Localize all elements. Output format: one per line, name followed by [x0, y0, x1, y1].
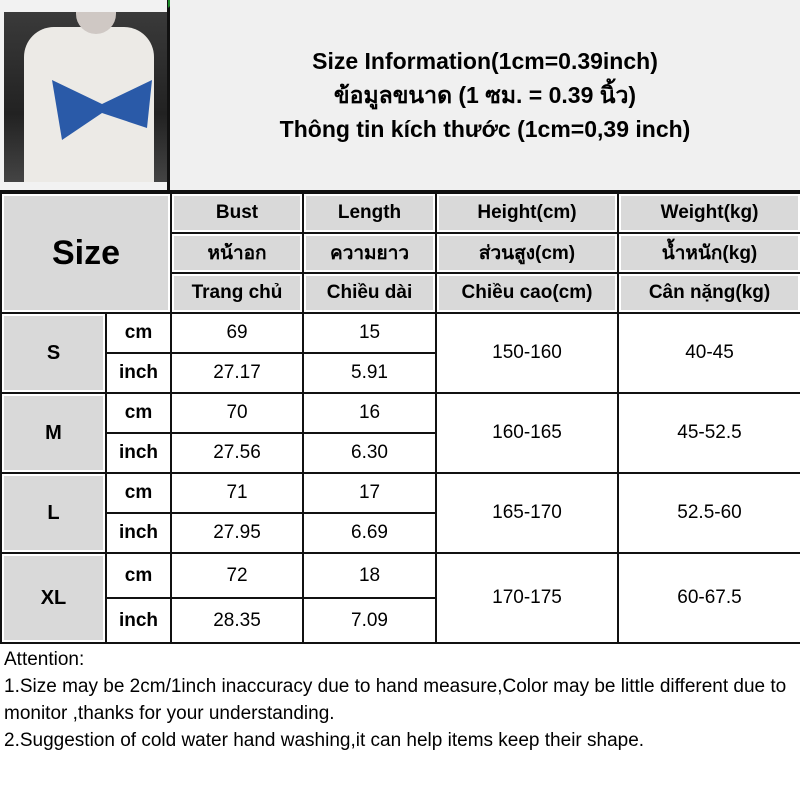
- col-bust-vi: Trang chủ: [170, 272, 305, 314]
- length-cm: 17: [302, 472, 438, 514]
- table-row: inch 27.17 5.91: [1, 352, 800, 394]
- title-en: Size Information(1cm=0.39inch): [312, 48, 658, 74]
- attention-notes: Attention: 1.Size may be 2cm/1inch inacc…: [4, 646, 794, 754]
- weight-range: 40-45: [617, 312, 800, 394]
- unit-cm: cm: [104, 472, 173, 514]
- col-height-en: Height(cm): [435, 192, 620, 234]
- unit-cm: cm: [104, 312, 173, 354]
- face-shape: [76, 12, 116, 34]
- note-2: 2.Suggestion of cold water hand washing,…: [4, 730, 645, 751]
- bust-inch: 27.17: [170, 352, 305, 394]
- table-row: inch 27.95 6.69: [1, 512, 800, 554]
- col-weight-vi: Cân nặng(kg): [617, 272, 800, 314]
- col-bust-th: หน้าอก: [170, 232, 305, 274]
- height-range: 170-175: [435, 552, 620, 644]
- table-row: L cm 71 17 165-170 52.5-60: [0, 472, 800, 554]
- col-length-en: Length: [302, 192, 438, 234]
- bust-inch: 27.56: [170, 432, 305, 474]
- unit-inch: inch: [104, 512, 173, 554]
- weight-range: 60-67.5: [617, 552, 800, 644]
- note-1: 1.Size may be 2cm/1inch inaccuracy due t…: [4, 676, 787, 724]
- length-cm: 16: [302, 392, 438, 434]
- title-block: Size Information(1cm=0.39inch) ข้อมูลขนา…: [170, 0, 800, 190]
- size-header: Size: [0, 192, 173, 314]
- length-inch: 5.91: [302, 352, 438, 394]
- weight-range: 45-52.5: [617, 392, 800, 474]
- length-cm: 18: [302, 552, 438, 599]
- size-label: M: [0, 392, 107, 474]
- length-cm: 15: [302, 312, 438, 354]
- bust-cm: 69: [170, 312, 305, 354]
- header-row-th: หน้าอก ความยาว ส่วนสูง(cm) น้ำหนัก(kg): [1, 232, 800, 274]
- height-range: 165-170: [435, 472, 620, 554]
- unit-inch: inch: [104, 432, 173, 474]
- col-height-vi: Chiều cao(cm): [435, 272, 620, 314]
- unit-inch: inch: [104, 352, 173, 394]
- col-weight-en: Weight(kg): [617, 192, 800, 234]
- unit-cm: cm: [104, 552, 173, 599]
- header-row-en: Size Bust Length Height(cm) Weight(kg): [0, 192, 800, 314]
- bust-cm: 70: [170, 392, 305, 434]
- table-row: XL cm 72 18 170-175 60-67.5: [0, 552, 800, 644]
- col-length-vi: Chiều dài: [302, 272, 438, 314]
- col-weight-th: น้ำหนัก(kg): [617, 232, 800, 274]
- length-inch: 6.30: [302, 432, 438, 474]
- col-bust-en: Bust: [170, 192, 305, 234]
- bust-cm: 71: [170, 472, 305, 514]
- col-height-th: ส่วนสูง(cm): [435, 232, 620, 274]
- col-length-th: ความยาว: [302, 232, 438, 274]
- weight-range: 52.5-60: [617, 472, 800, 554]
- table-row: inch 27.56 6.30: [1, 432, 800, 474]
- product-photo: [4, 12, 167, 182]
- size-label: XL: [0, 552, 107, 644]
- length-inch: 6.69: [302, 512, 438, 554]
- table-row: S cm 69 15 150-160 40-45: [0, 312, 800, 394]
- length-inch: 7.09: [302, 597, 438, 644]
- notes-heading: Attention:: [4, 649, 85, 670]
- title-vi: Thông tin kích thước (1cm=0,39 inch): [279, 116, 691, 142]
- table-row: inch 28.35 7.09: [1, 597, 800, 644]
- bust-inch: 27.95: [170, 512, 305, 554]
- unit-inch: inch: [104, 597, 173, 644]
- size-table: Size Bust Length Height(cm) Weight(kg) ห…: [0, 192, 800, 644]
- title-th: ข้อมูลขนาด (1 ซม. = 0.39 นิ้ว): [333, 82, 637, 108]
- bust-cm: 72: [170, 552, 305, 599]
- size-label: S: [0, 312, 107, 394]
- height-range: 150-160: [435, 312, 620, 394]
- header-section: Size Information(1cm=0.39inch) ข้อมูลขนา…: [0, 0, 800, 192]
- size-label: L: [0, 472, 107, 554]
- height-range: 160-165: [435, 392, 620, 474]
- product-photo-frame: [0, 0, 170, 190]
- unit-cm: cm: [104, 392, 173, 434]
- bust-inch: 28.35: [170, 597, 305, 644]
- table-row: M cm 70 16 160-165 45-52.5: [0, 392, 800, 474]
